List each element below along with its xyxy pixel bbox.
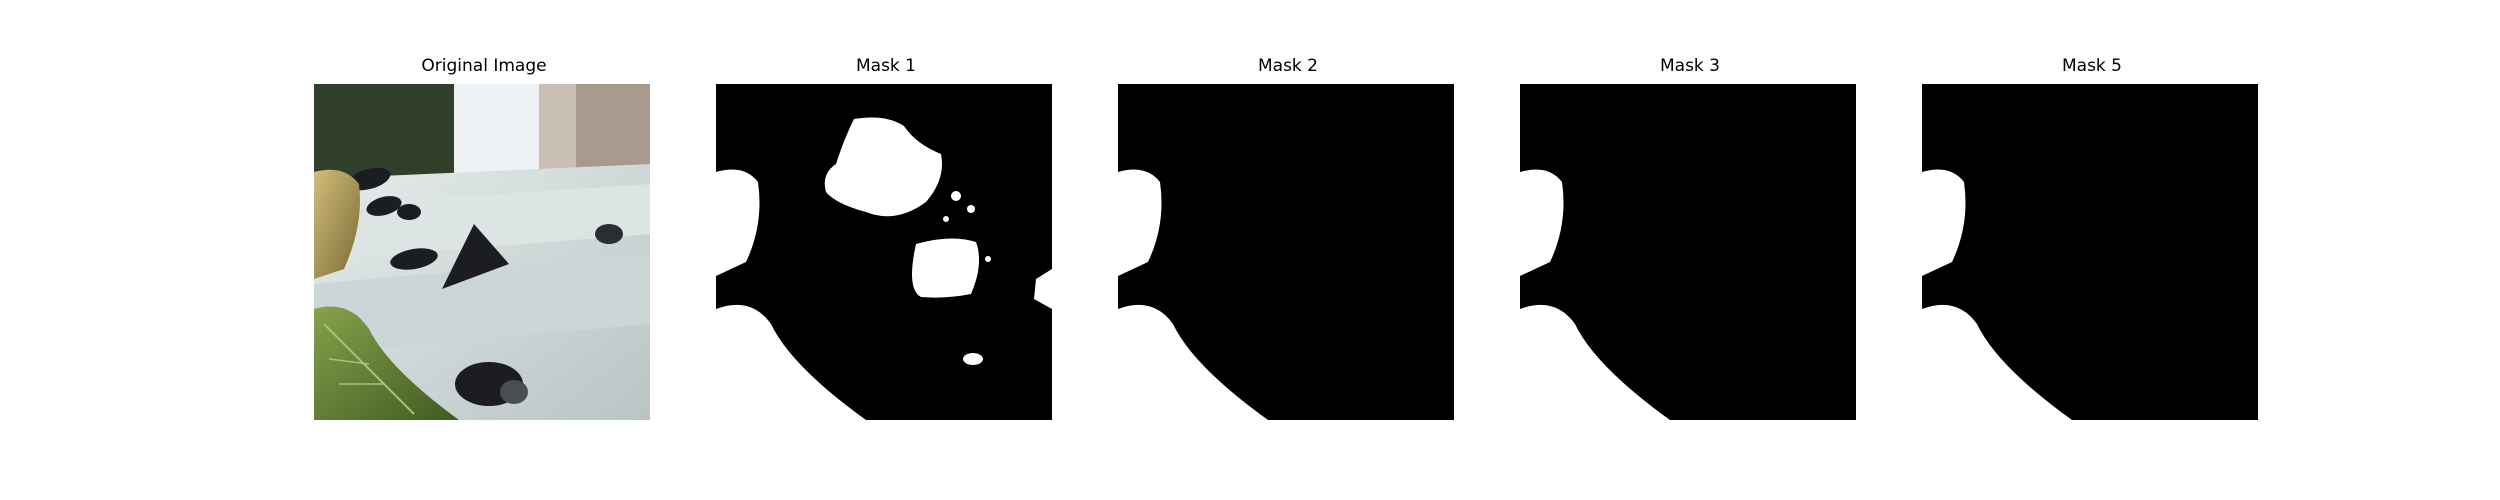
mask-1-frame [716, 84, 1052, 420]
mask-2-image [1118, 84, 1454, 420]
mask-1-image [716, 84, 1052, 420]
mask-region [912, 238, 980, 298]
original-image-frame [314, 84, 650, 420]
mask-region [1922, 304, 2072, 420]
panel-title: Mask 1 [855, 56, 916, 76]
mask-region [1520, 304, 1670, 420]
tray-hole [366, 196, 402, 216]
mask-region [716, 304, 866, 420]
mask-region [716, 169, 760, 276]
tray-hole [397, 204, 421, 220]
mask-region [1520, 169, 1564, 276]
panel-title: Mask 3 [1659, 56, 1720, 76]
tray-hole [595, 224, 623, 244]
mask-5-frame [1922, 84, 2258, 420]
mask-region [1118, 169, 1162, 276]
mask-region [824, 117, 942, 217]
mask-5-image [1922, 84, 2258, 420]
green-leaf [314, 306, 459, 420]
mask-region [1922, 169, 1966, 276]
dry-leaf [314, 169, 360, 279]
mask-3-image [1520, 84, 1856, 420]
panel-title: Mask 5 [2061, 56, 2122, 76]
panel-title: Original Image [421, 56, 547, 76]
panel-title: Mask 2 [1257, 56, 1318, 76]
mask-3-frame [1520, 84, 1856, 420]
tray-hole [390, 248, 438, 270]
mask-2-frame [1118, 84, 1454, 420]
tray-hole [442, 224, 509, 289]
mask-region [1118, 304, 1268, 420]
original-photo [314, 84, 650, 420]
